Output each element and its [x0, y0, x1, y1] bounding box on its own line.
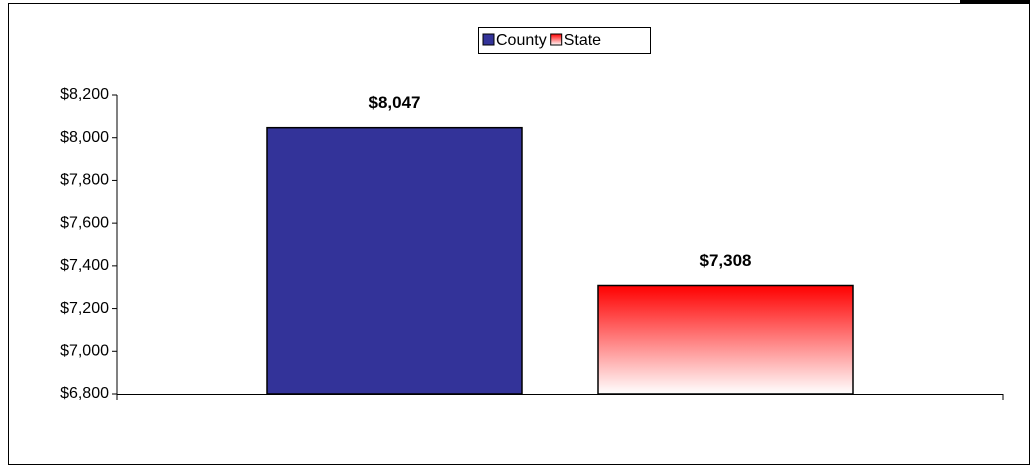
y-tick-label: $7,800	[60, 172, 109, 189]
corner-bar	[960, 0, 1030, 4]
y-tick-label: $7,400	[60, 257, 109, 274]
legend-swatch	[550, 33, 563, 46]
y-tick-label: $6,800	[60, 385, 109, 402]
legend-label: County	[496, 32, 547, 49]
bar	[597, 284, 854, 395]
bar	[266, 126, 523, 395]
legend-box	[478, 27, 651, 54]
legend-swatch	[482, 33, 495, 46]
y-tick-label: $7,200	[60, 300, 109, 317]
y-tick-label: $8,000	[60, 129, 109, 146]
y-tick-label: $7,000	[60, 343, 109, 360]
chart-border	[8, 3, 1030, 465]
y-tick-label: $8,200	[60, 86, 109, 103]
legend-label: State	[564, 32, 601, 49]
y-tick-label: $7,600	[60, 214, 109, 231]
value-label: $8,047	[369, 93, 421, 112]
value-label: $7,308	[700, 251, 752, 270]
